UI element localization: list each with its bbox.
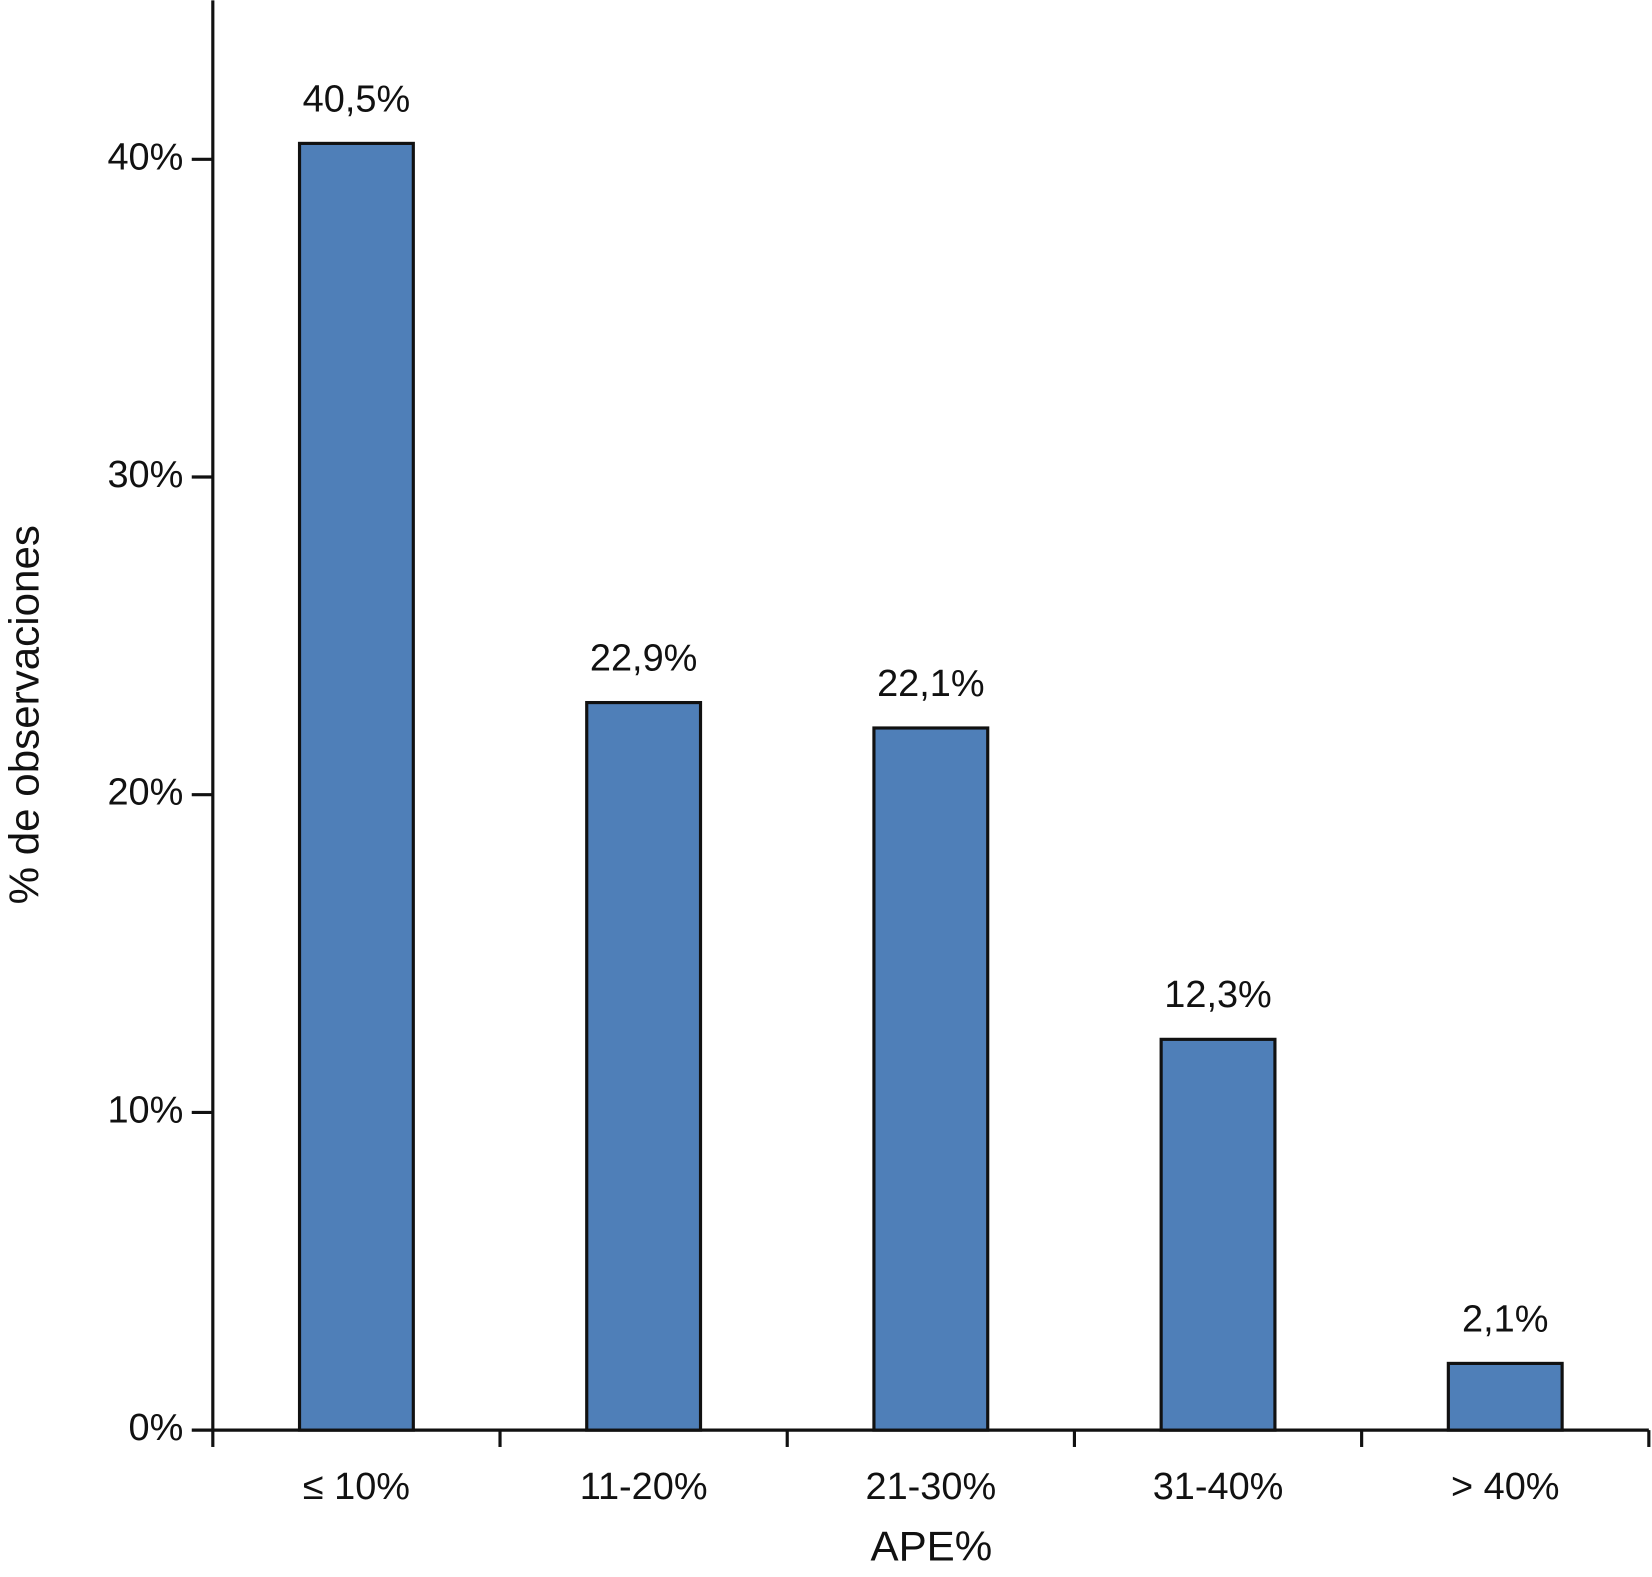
x-tick-label: > 40% (1451, 1466, 1560, 1508)
value-label: 22,9% (590, 637, 697, 679)
x-axis-title: APE% (870, 1522, 992, 1569)
bar (872, 726, 990, 1432)
y-tick-label: 40% (107, 136, 183, 178)
bar (1159, 1037, 1277, 1432)
value-label: 2,1% (1462, 1298, 1548, 1340)
value-label: 40,5% (303, 78, 410, 120)
x-tick-label: 11-20% (580, 1466, 708, 1508)
bar (297, 141, 415, 1432)
y-tick-label: 30% (107, 454, 183, 496)
bar (1446, 1361, 1564, 1432)
x-tick-label: 31-40% (1153, 1466, 1284, 1508)
y-tick-label: 20% (107, 772, 183, 814)
bar (585, 700, 703, 1432)
y-axis-title: % de observaciones (1, 525, 48, 904)
x-tick-label: 21-30% (866, 1466, 997, 1508)
value-label: 12,3% (1164, 974, 1271, 1016)
x-tick-label: ≤ 10% (303, 1466, 410, 1508)
y-tick-label: 0% (129, 1407, 184, 1449)
value-label: 22,1% (877, 663, 984, 705)
y-tick-label: 10% (107, 1089, 183, 1131)
